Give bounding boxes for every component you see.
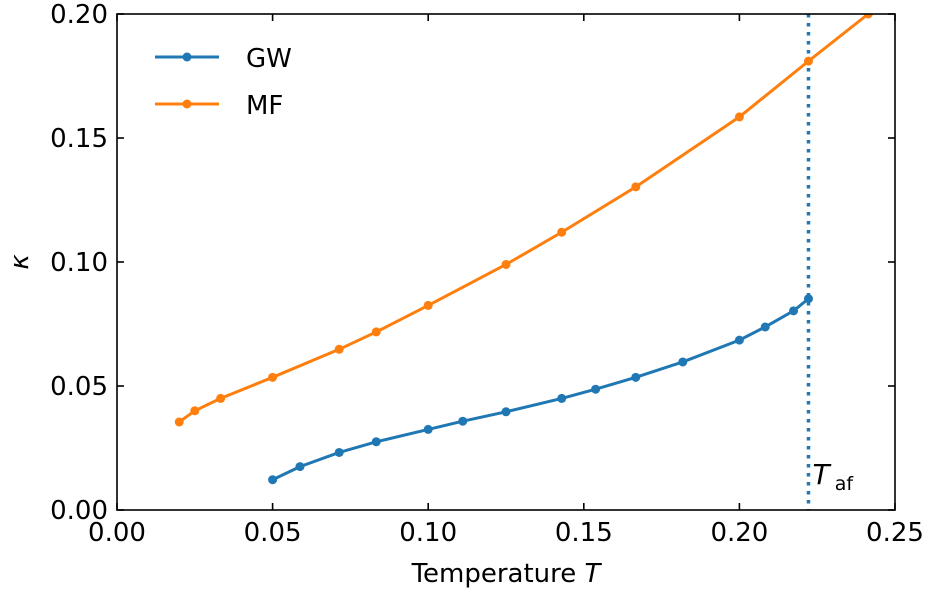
y-axis-label: κ (5, 254, 35, 270)
data-point-gw (268, 475, 278, 485)
data-point-gw (371, 437, 381, 447)
data-point-gw (678, 357, 688, 367)
x-tick-label: 0.15 (555, 518, 613, 548)
x-axis-label-text: Temperature (411, 559, 577, 589)
data-point-mf (334, 344, 344, 354)
vline-label-main: T (812, 458, 831, 491)
data-point-gw (501, 407, 511, 417)
legend-swatch-marker (182, 99, 192, 109)
data-point-mf (423, 300, 433, 310)
series-gw (268, 294, 813, 485)
data-point-gw (591, 384, 601, 394)
data-point-gw (789, 306, 799, 316)
series-layer (174, 14, 873, 485)
data-point-gw (557, 393, 567, 403)
data-point-gw (803, 294, 813, 304)
legend-label: GW (246, 44, 292, 74)
data-point-mf (174, 417, 184, 427)
x-tick-label: 0.25 (866, 518, 924, 548)
y-tick-label: 0.00 (50, 496, 108, 526)
y-tick-label: 0.05 (50, 372, 108, 402)
x-tick-label: 0.20 (710, 518, 768, 548)
data-point-mf (216, 393, 226, 403)
legend-swatch-marker (182, 52, 192, 62)
data-point-gw (458, 416, 468, 426)
data-point-gw (334, 447, 344, 457)
data-point-mf (371, 327, 381, 337)
data-point-mf (501, 259, 511, 269)
axes-layer: 0.00 0.05 0.10 0.15 0.20 0.25 0.00 0.05 0.10 0.15… (50, 0, 924, 548)
x-axis-label-variable: T (585, 559, 603, 589)
data-point-gw (760, 322, 770, 332)
data-point-mf (734, 112, 744, 122)
x-tick-label: 0.00 (88, 518, 146, 548)
y-tick-label: 0.15 (50, 124, 108, 154)
y-tick-label: 0.20 (50, 0, 108, 30)
data-point-gw (734, 335, 744, 345)
data-point-mf (803, 56, 813, 66)
x-axis-label: Temperature T (411, 559, 603, 589)
vline-label-sub: af (835, 473, 855, 495)
data-point-mf (631, 182, 641, 192)
series-mf (174, 14, 873, 427)
data-point-mf (190, 406, 200, 416)
legend: GW MF (155, 44, 292, 121)
y-tick-label: 0.10 (50, 248, 108, 278)
data-point-gw (631, 372, 641, 382)
data-point-mf (863, 14, 873, 19)
data-point-gw (295, 462, 305, 472)
legend-item-mf: MF (155, 91, 283, 121)
data-point-mf (268, 372, 278, 382)
x-tick-label: 0.05 (244, 518, 302, 548)
x-tick-label: 0.10 (399, 518, 457, 548)
vline-label: T af (812, 458, 854, 495)
legend-label: MF (246, 91, 283, 121)
data-point-mf (557, 227, 567, 237)
data-point-gw (423, 424, 433, 434)
legend-item-gw: GW (155, 44, 292, 74)
